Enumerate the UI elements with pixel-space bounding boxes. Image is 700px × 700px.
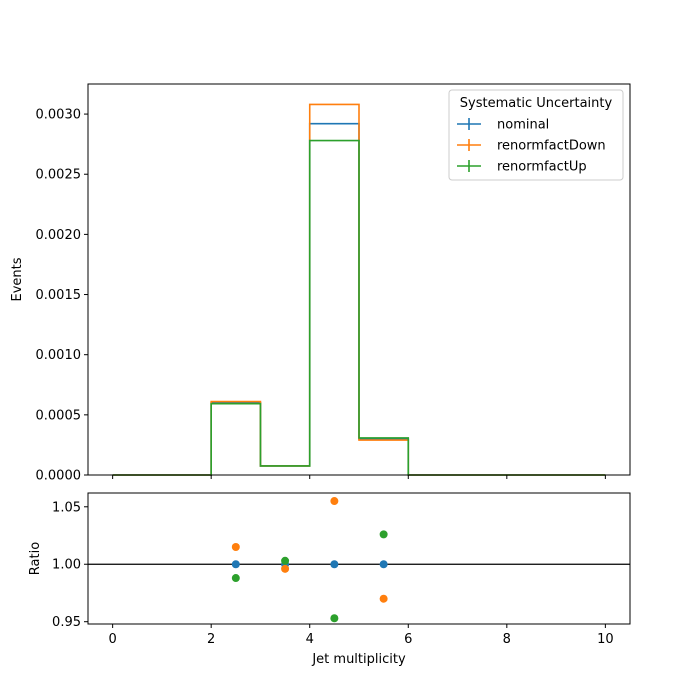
main-ytick-label: 0.0010 xyxy=(36,348,82,363)
ratio-xtick-label: 2 xyxy=(207,632,215,647)
ratio-point-renormfactDown xyxy=(281,564,290,573)
ratio-point-renormfactDown xyxy=(330,497,339,506)
ratio-panel: 0.95 1.00 1.05 0 2 4 6 8 10 Jet multiplicity Ratio xyxy=(28,492,631,667)
main-ylabel: Events xyxy=(10,257,25,301)
ratio-xtick-label: 8 xyxy=(503,632,511,647)
ratio-point-renormfactUp xyxy=(330,614,339,623)
ratio-ytick-label: 1.05 xyxy=(52,500,81,515)
legend-title: Systematic Uncertainty xyxy=(460,96,613,111)
ratio-xtick-label: 10 xyxy=(597,632,614,647)
main-axes-frame xyxy=(87,83,631,476)
ratio-point-renormfactDown xyxy=(379,594,388,603)
ratio-ylabel: Ratio xyxy=(28,542,43,575)
main-ytick-label: 0.0020 xyxy=(36,228,82,243)
legend-label-renormfactUp: renormfactUp xyxy=(497,160,587,175)
ratio-ytick-label: 0.95 xyxy=(52,615,81,630)
ratio-point-nominal xyxy=(379,560,388,569)
ratio-ytick-label: 1.00 xyxy=(52,558,81,573)
legend-box xyxy=(448,89,624,181)
ratio-xlabel: Jet multiplicity xyxy=(311,652,406,667)
ratio-point-nominal xyxy=(330,560,339,569)
ratio-xtick-label: 6 xyxy=(404,632,412,647)
legend-label-nominal: nominal xyxy=(497,118,549,133)
ratio-point-nominal xyxy=(231,560,240,569)
legend-label-renormfactDown: renormfactDown xyxy=(497,139,606,154)
ratio-point-renormfactUp xyxy=(231,574,240,583)
ratio-point-renormfactUp xyxy=(379,530,388,539)
ratio-xtick-label: 4 xyxy=(306,632,314,647)
main-ytick-label: 0.0015 xyxy=(36,288,82,303)
main-panel: 0.0000 0.0005 0.0010 0.0015 0.0020 0.0025 0.00… xyxy=(10,83,631,484)
ratio-xtick-label: 0 xyxy=(108,632,116,647)
legend: Systematic Uncertainty nominal renormfactD… xyxy=(448,89,624,181)
ratio-point-renormfactDown xyxy=(231,543,240,552)
ratio-axes-frame xyxy=(87,492,631,625)
ratio-point-renormfactUp xyxy=(281,556,290,565)
main-ytick-label: 0.0005 xyxy=(36,408,82,423)
main-ytick-label: 0.0025 xyxy=(36,168,82,183)
main-ytick-label: 0.0030 xyxy=(36,108,82,123)
main-ytick-label: 0.0000 xyxy=(36,469,82,484)
